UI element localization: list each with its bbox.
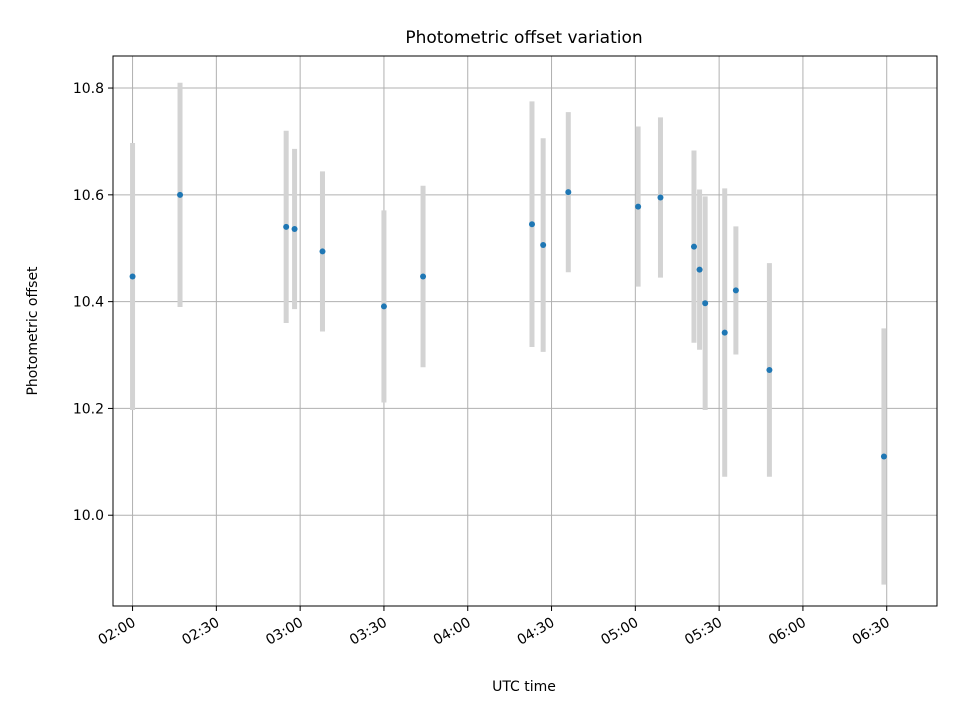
data-point xyxy=(283,223,290,230)
data-point xyxy=(657,194,664,201)
y-axis-ticks: 10.0 10.2 10.4 10.6 10.8 xyxy=(73,81,113,524)
data-points xyxy=(129,189,887,460)
y-tick-label: 10.2 xyxy=(73,401,104,417)
plot-frame xyxy=(112,55,938,607)
data-point xyxy=(291,226,298,233)
x-tick-label: 02:00 xyxy=(96,615,139,649)
x-tick-label: 05:00 xyxy=(598,615,641,649)
x-tick-label: 03:00 xyxy=(263,615,306,649)
error-bars xyxy=(130,82,887,585)
x-tick-label: 06:00 xyxy=(766,615,809,649)
data-point xyxy=(880,453,887,460)
chart-title: Photometric offset variation xyxy=(405,28,642,48)
data-point xyxy=(540,242,547,249)
x-tick-label: 06:30 xyxy=(850,615,893,649)
data-point xyxy=(635,203,642,210)
y-tick-label: 10.8 xyxy=(73,81,104,97)
x-tick-label: 05:30 xyxy=(682,615,725,649)
x-axis-label: UTC time xyxy=(492,679,556,695)
x-axis-ticks: 02:00 02:30 03:00 03:30 04:00 04:30 05:00 05:30… xyxy=(96,606,893,649)
data-point xyxy=(732,287,739,294)
data-point xyxy=(696,266,703,273)
y-tick-label: 10.0 xyxy=(73,508,104,524)
data-point xyxy=(420,273,427,280)
data-point xyxy=(319,248,326,255)
x-tick-label: 04:30 xyxy=(515,615,558,649)
data-point xyxy=(721,329,728,336)
x-tick-label: 04:00 xyxy=(431,615,474,649)
data-point xyxy=(690,243,697,250)
y-axis-label: Photometric offset xyxy=(25,266,41,396)
data-point xyxy=(702,300,709,307)
y-tick-label: 10.4 xyxy=(73,295,104,311)
data-point xyxy=(129,273,136,280)
grid xyxy=(113,56,937,606)
data-point xyxy=(528,221,535,228)
data-point xyxy=(565,189,572,196)
x-tick-label: 03:30 xyxy=(347,615,390,649)
data-point xyxy=(177,191,184,198)
y-tick-label: 10.6 xyxy=(73,188,104,204)
data-point xyxy=(766,366,773,373)
data-point xyxy=(380,303,387,310)
x-tick-label: 02:30 xyxy=(179,615,222,649)
